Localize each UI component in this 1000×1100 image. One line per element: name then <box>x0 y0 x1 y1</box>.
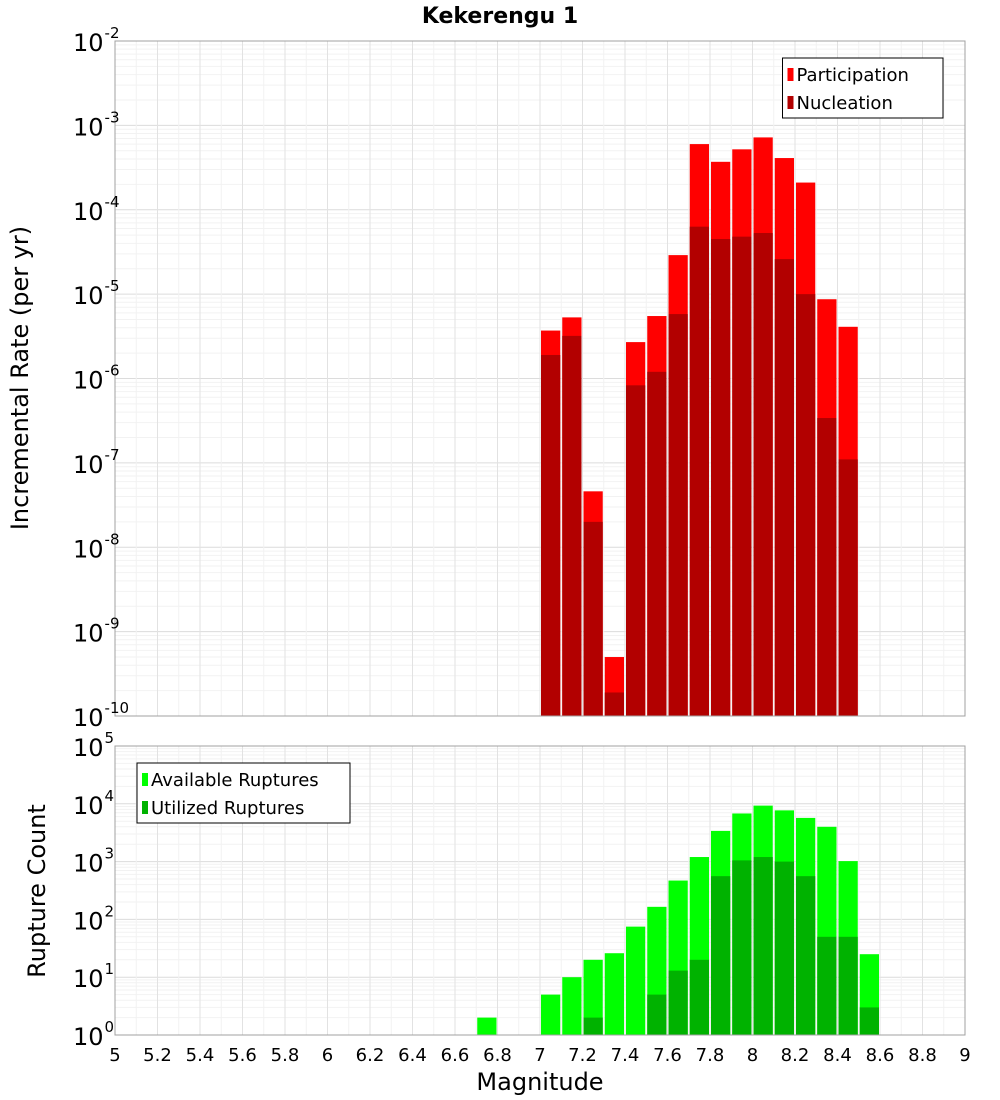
bar-utilized-ruptures <box>859 1007 879 1035</box>
y-tick-label: 10-7 <box>73 446 120 479</box>
y-tick-label: 10-5 <box>73 277 120 310</box>
bar-available-ruptures <box>626 926 646 1035</box>
bar-utilized-ruptures <box>774 861 794 1035</box>
bar-nucleation <box>541 354 561 716</box>
bar-available-ruptures <box>541 994 561 1035</box>
x-tick-label: 7.2 <box>568 1045 597 1066</box>
plot-frame <box>114 745 966 1036</box>
bar-nucleation <box>732 236 752 716</box>
bar-nucleation <box>604 692 624 716</box>
y-tick-label: 105 <box>73 729 114 762</box>
y-tick-label: 10-4 <box>73 193 120 226</box>
x-tick-label: 6.2 <box>356 1045 385 1066</box>
legend-label: Participation <box>797 65 909 86</box>
bar-utilized-ruptures <box>838 936 858 1035</box>
legend-swatch <box>787 96 794 109</box>
bar-utilized-ruptures <box>668 970 688 1035</box>
x-tick-label: 7.4 <box>611 1045 640 1066</box>
bar-utilized-ruptures <box>753 857 773 1035</box>
bar-nucleation <box>796 294 816 716</box>
y-tick-label: 100 <box>73 1018 114 1051</box>
legend-label: Utilized Ruptures <box>151 798 304 819</box>
legend-box <box>136 762 351 824</box>
x-tick-label: 8.8 <box>908 1045 937 1066</box>
x-tick-label: 8 <box>747 1045 758 1066</box>
x-tick-label: 6 <box>322 1045 333 1066</box>
x-tick-label: 6.8 <box>483 1045 512 1066</box>
bar-available-ruptures <box>583 959 603 1035</box>
bar-nucleation <box>753 233 773 716</box>
x-tick-label: 5.4 <box>186 1045 215 1066</box>
x-tick-label: 5 <box>109 1045 120 1066</box>
bar-nucleation <box>668 314 688 716</box>
x-tick-label: 6.4 <box>398 1045 427 1066</box>
bottom-y-axis-label: Rupture Count <box>23 804 51 978</box>
bar-nucleation <box>774 259 794 716</box>
legend-label: Available Ruptures <box>151 770 319 791</box>
bar-utilized-ruptures <box>732 860 752 1035</box>
y-tick-label: 104 <box>73 787 114 820</box>
bar-available-ruptures <box>477 1017 497 1035</box>
bar-utilized-ruptures <box>817 936 837 1035</box>
x-tick-label: 7 <box>534 1045 545 1066</box>
legend-swatch <box>142 801 148 814</box>
x-tick-label: 8.6 <box>866 1045 895 1066</box>
y-tick-label: 102 <box>73 902 114 935</box>
x-axis-label: Magnitude <box>476 1068 603 1096</box>
y-tick-label: 10-9 <box>73 615 120 648</box>
x-tick-label: 5.2 <box>143 1045 172 1066</box>
bar-nucleation <box>583 521 603 716</box>
bar-utilized-ruptures <box>796 876 816 1035</box>
bar-nucleation <box>817 418 837 716</box>
panel-count: 100 101 102 103 104 105 5 5.2 5.4 5.6 5.8 6 6.2 6.4 6.… <box>73 729 971 1066</box>
bar-nucleation <box>562 335 582 716</box>
bar-nucleation <box>626 385 646 716</box>
bar-utilized-ruptures <box>583 1017 603 1035</box>
y-tick-label: 103 <box>73 845 114 878</box>
y-tick-label: 10-6 <box>73 362 120 395</box>
x-tick-label: 5.8 <box>271 1045 300 1066</box>
y-tick-label: 101 <box>73 960 114 993</box>
bar-nucleation <box>689 226 709 716</box>
plot-frame <box>114 40 966 717</box>
legend-swatch <box>142 773 148 786</box>
legend: Participation Nucleation <box>782 57 944 119</box>
y-tick-label: 10-10 <box>73 699 129 732</box>
legend-box <box>782 57 944 119</box>
bar-nucleation <box>838 459 858 716</box>
panel-rate: 10-10 10-9 10-8 10-7 10-6 10-5 10-4 10-3 10-2 Par… <box>73 24 966 732</box>
y-tick-label: 10-2 <box>73 24 120 57</box>
x-tick-label: 6.6 <box>441 1045 470 1066</box>
y-tick-label: 10-3 <box>73 108 120 141</box>
bar-utilized-ruptures <box>647 994 667 1035</box>
bar-nucleation <box>647 371 667 716</box>
x-tick-label: 8.4 <box>823 1045 852 1066</box>
bar-available-ruptures <box>604 953 624 1035</box>
bar-utilized-ruptures <box>689 959 709 1035</box>
top-y-axis-label: Incremental Rate (per yr) <box>6 226 34 530</box>
chart-title: Kekerengu 1 <box>422 4 578 29</box>
bar-available-ruptures <box>562 977 582 1035</box>
y-tick-label: 10-8 <box>73 530 120 563</box>
x-tick-label: 9 <box>959 1045 970 1066</box>
x-tick-label: 8.2 <box>781 1045 810 1066</box>
bar-utilized-ruptures <box>711 876 731 1035</box>
legend-swatch <box>787 68 794 81</box>
x-tick-label: 5.6 <box>228 1045 257 1066</box>
x-tick-label: 7.6 <box>653 1045 682 1066</box>
bar-nucleation <box>711 239 731 716</box>
legend-label: Nucleation <box>797 93 893 114</box>
legend: Available Ruptures Utilized Ruptures <box>136 762 351 824</box>
x-tick-label: 7.8 <box>696 1045 725 1066</box>
